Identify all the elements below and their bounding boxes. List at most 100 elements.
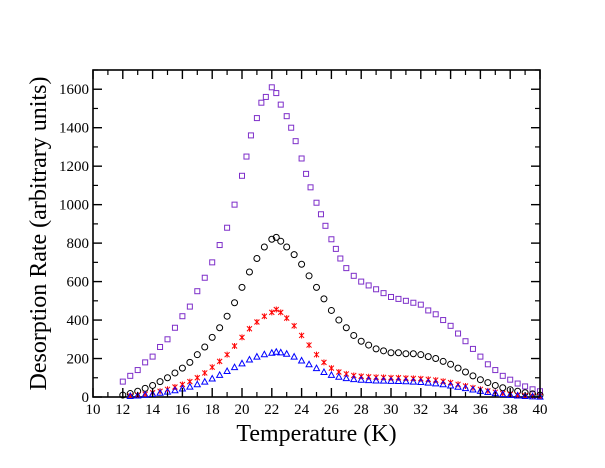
data-point (343, 265, 350, 272)
data-point (424, 378, 433, 386)
x-tick-label: 28 (354, 402, 369, 418)
y-axis-title: Desorption Rate (arbitrary units) (26, 77, 52, 391)
data-point (253, 115, 260, 122)
data-point (243, 153, 250, 160)
data-point (447, 322, 454, 329)
data-point (313, 283, 320, 291)
data-point (507, 376, 514, 383)
data-point (156, 388, 164, 396)
y-axis: 0 200 400 600 800 1000 1200 1400 1600 (59, 69, 540, 406)
data-point (272, 233, 280, 241)
data-point (178, 364, 186, 372)
data-point (307, 184, 314, 191)
x-axis-title: Temperature (K) (236, 421, 396, 447)
data-point (298, 155, 305, 162)
data-point (186, 382, 194, 390)
data-point (277, 309, 284, 316)
x-tick-label: 24 (294, 402, 310, 418)
data-point (231, 299, 239, 307)
data-point (402, 377, 410, 385)
data-point (119, 378, 126, 385)
data-point (395, 295, 402, 302)
data-point (133, 391, 142, 399)
data-point (149, 353, 156, 360)
data-point (239, 172, 245, 179)
data-point (142, 359, 149, 366)
data-point (268, 84, 275, 91)
data-point (258, 99, 265, 106)
data-point (282, 349, 291, 357)
y-tick-label: 800 (67, 236, 90, 252)
data-point (364, 376, 373, 384)
data-point (484, 379, 492, 387)
y-tick-label: 1000 (59, 198, 89, 214)
data-point (277, 237, 285, 245)
data-point (246, 325, 253, 332)
data-point (320, 295, 328, 303)
data-point (253, 255, 261, 263)
data-point (134, 367, 141, 374)
x-tick-label: 38 (503, 402, 518, 418)
data-point (521, 391, 529, 400)
data-point (283, 243, 291, 251)
data-point (409, 377, 418, 385)
data-point (469, 385, 477, 393)
data-point (477, 353, 484, 360)
x-tick-label: 22 (264, 402, 279, 418)
data-point (455, 330, 462, 337)
data-point (149, 381, 157, 389)
data-point (268, 309, 275, 316)
data-point (224, 351, 230, 358)
data-point (417, 351, 425, 359)
data-point (239, 334, 245, 341)
data-point (499, 372, 506, 379)
data-point (380, 347, 388, 355)
data-point (439, 357, 447, 365)
data-point (194, 374, 201, 381)
data-point (267, 348, 276, 356)
series-red-crosses (127, 306, 543, 400)
data-point (216, 242, 223, 249)
data-point (476, 376, 484, 384)
data-point (156, 378, 164, 386)
data-point (238, 283, 246, 291)
data-point (484, 387, 492, 395)
data-point (313, 351, 320, 358)
data-point (322, 222, 329, 229)
data-point (261, 313, 268, 320)
data-point (350, 272, 357, 279)
data-point (141, 390, 149, 398)
data-point (292, 138, 299, 145)
x-tick-label: 36 (473, 402, 489, 418)
data-point (141, 384, 149, 392)
data-point (469, 372, 477, 380)
y-tick-label: 1400 (59, 121, 89, 137)
data-point (328, 236, 335, 243)
data-point (327, 370, 336, 378)
data-point (425, 307, 432, 314)
data-point (171, 369, 179, 377)
data-point (424, 353, 432, 361)
data-point (484, 361, 491, 368)
data-point (365, 282, 372, 289)
data-point (288, 124, 295, 131)
data-point (416, 377, 425, 385)
data-point (447, 360, 455, 368)
data-point (208, 333, 216, 341)
data-point (186, 303, 193, 310)
data-point (200, 377, 209, 385)
y-tick-label: 600 (67, 275, 90, 291)
data-point (499, 384, 507, 392)
data-point (262, 93, 269, 100)
data-point (298, 332, 305, 339)
x-axis: 10 12 14 16 18 20 22 24 26 28 30 32 34 36 38 40 (86, 70, 548, 418)
data-point (238, 359, 246, 367)
data-point (394, 376, 403, 385)
data-point (514, 380, 521, 387)
data-point (245, 355, 254, 363)
data-point (321, 359, 327, 366)
data-point (260, 350, 269, 358)
data-point (454, 364, 462, 372)
x-tick-label: 40 (533, 402, 548, 418)
